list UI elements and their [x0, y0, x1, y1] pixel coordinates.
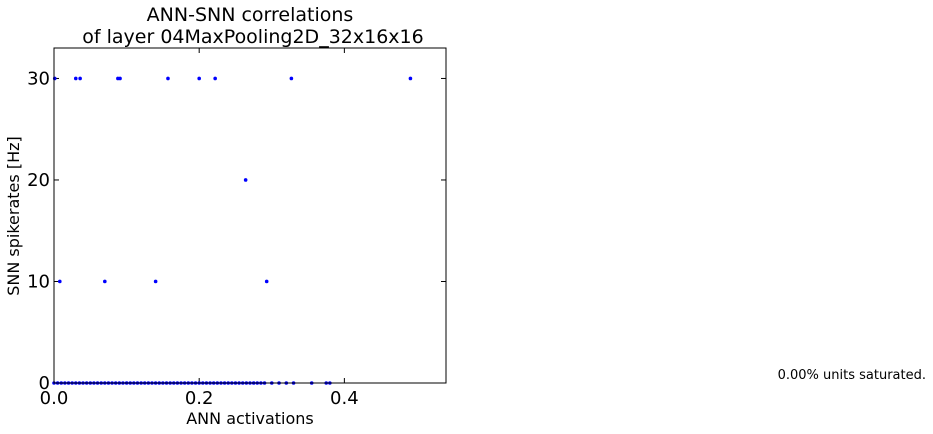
- data-point: [197, 76, 201, 81]
- data-point: [52, 76, 57, 81]
- data-point: [243, 178, 248, 182]
- data-point: [166, 76, 170, 81]
- data-point: [118, 76, 122, 81]
- x-tick-label: 0.0: [40, 388, 69, 409]
- axis-ticks: 0.0 0.2 0.4 0 10 20 30: [27, 48, 446, 409]
- y-tick-label: 10: [27, 271, 50, 292]
- x-axis-label: ANN activations: [186, 409, 314, 428]
- data-point: [58, 279, 62, 284]
- y-tick-label: 30: [27, 68, 50, 89]
- plot-frame: [53, 47, 447, 384]
- x-tick-label: 0.4: [330, 388, 359, 409]
- chart-title-line-2: of layer 04MaxPooling2D_32x16x16: [82, 26, 423, 48]
- data-point: [264, 279, 269, 284]
- x-tick-label: 0.2: [185, 388, 214, 409]
- y-tick-label: 0: [39, 373, 50, 394]
- data-point: [73, 76, 78, 81]
- data-points: [52, 76, 413, 385]
- data-point: [289, 76, 294, 81]
- y-axis-label: SNN spikerates [Hz]: [4, 136, 23, 296]
- data-point: [213, 76, 217, 81]
- data-point: [408, 76, 413, 81]
- data-point: [103, 279, 107, 284]
- saturation-note: 0.00% units saturated.: [778, 368, 926, 383]
- data-point: [153, 279, 158, 284]
- data-point: [78, 76, 82, 81]
- chart-title-line-1: ANN-SNN correlations: [147, 4, 354, 26]
- y-tick-label: 20: [27, 170, 50, 191]
